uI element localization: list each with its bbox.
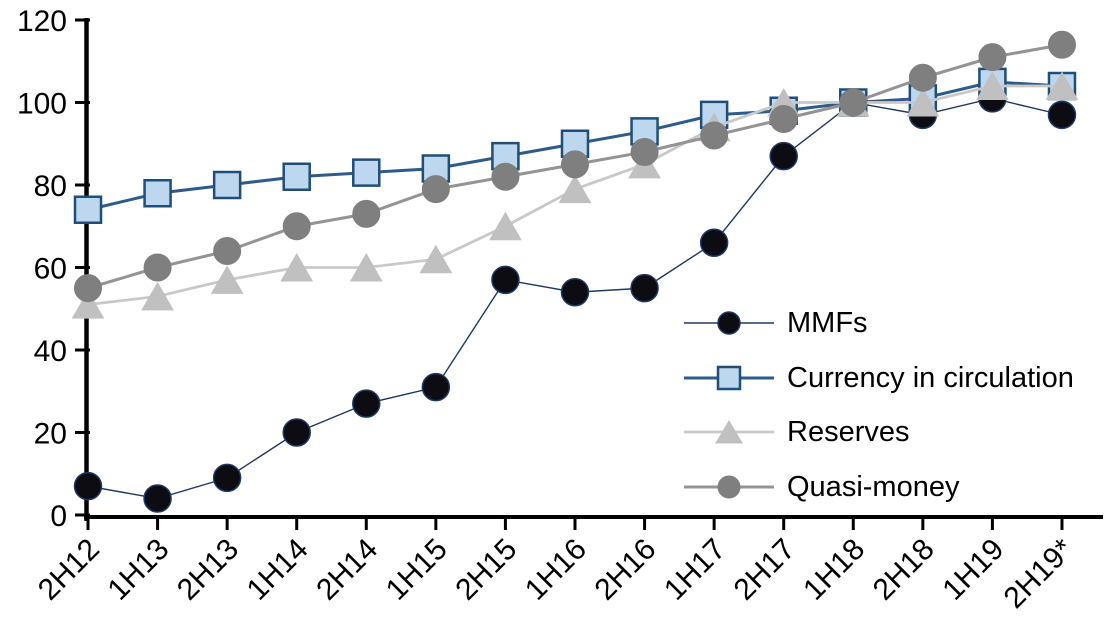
data-point: [1045, 71, 1079, 100]
data-point: [280, 252, 314, 282]
y-axis-tick-label: 40: [34, 335, 67, 368]
data-point: [700, 121, 729, 150]
data-point: [421, 372, 451, 402]
data-point: [1047, 100, 1077, 130]
data-point: [717, 475, 741, 499]
legend-item-currency-in-circulation: Currency in circulation: [683, 363, 1074, 393]
legend-marker-quasi-money-icon: [684, 475, 774, 499]
x-axis-tick-label: 1H18: [797, 533, 871, 607]
data-point: [491, 162, 520, 191]
data-point: [491, 265, 520, 295]
legend-label-reserves: Reserves: [787, 416, 910, 449]
data-point: [419, 244, 453, 274]
x-axis-tick-label: 1H14: [241, 533, 315, 607]
data-point: [282, 162, 311, 191]
data-point: [839, 88, 868, 117]
data-point: [489, 211, 522, 241]
y-axis-tick-label: 120: [17, 5, 67, 38]
x-axis-tick-label: 1H15: [380, 533, 454, 607]
data-point: [213, 237, 242, 265]
legend-marker-mmfs-icon: [684, 311, 774, 335]
data-point: [421, 175, 450, 204]
data-point: [560, 150, 589, 179]
legend-label-mmfs: MMFs: [787, 307, 868, 339]
data-point: [769, 105, 798, 133]
x-axis-tick-label: 2H16: [588, 533, 662, 607]
data-point: [71, 290, 105, 319]
data-point: [352, 199, 381, 228]
legend-item-reserves: Reserves: [683, 417, 1074, 447]
x-axis-tick-label: 1H17: [658, 533, 732, 607]
x-axis-tick-label: 2H12: [32, 533, 106, 607]
y-axis-tick-label: 0: [50, 500, 67, 533]
data-point: [352, 389, 381, 418]
data-point: [349, 252, 383, 282]
chart-legend: MMFs Currency in circulation Reserves Qu…: [683, 308, 1074, 502]
x-axis-tick-label: 2H17: [728, 533, 802, 607]
data-point: [630, 138, 659, 166]
y-axis-tick-label: 80: [34, 170, 67, 203]
data-point: [74, 274, 102, 303]
data-point: [73, 195, 103, 224]
x-axis-tick-label: 1H19: [936, 533, 1010, 607]
legend-label-currency-in-circulation: Currency in circulation: [787, 361, 1074, 394]
legend-label-quasi-money: Quasi-money: [787, 470, 960, 503]
x-axis-tick-label: 1H16: [519, 533, 593, 607]
data-point: [212, 170, 242, 200]
x-axis-tick-label: 2H13: [171, 533, 245, 607]
data-point: [908, 63, 937, 92]
data-point: [716, 365, 742, 390]
data-point: [73, 471, 103, 501]
data-point: [210, 265, 244, 294]
x-axis-tick-label: 2H18: [867, 533, 941, 607]
y-axis-tick-label: 20: [34, 418, 67, 451]
x-axis-tick-label: 2H19*: [998, 532, 1081, 615]
data-point: [212, 463, 242, 493]
data-point: [717, 311, 741, 335]
data-point: [769, 141, 798, 171]
legend-item-mmfs: MMFs: [683, 308, 1074, 338]
data-point: [282, 418, 311, 447]
data-point: [976, 71, 1009, 100]
data-point: [352, 158, 381, 187]
data-point: [141, 281, 174, 311]
legend-marker-currency-icon: [684, 365, 774, 390]
data-point: [143, 179, 172, 208]
data-point: [906, 87, 940, 117]
data-point: [558, 174, 592, 204]
legend-item-quasi-money: Quasi-money: [683, 472, 1074, 502]
data-point: [560, 278, 590, 307]
data-point: [1047, 30, 1076, 59]
legend-marker-reserves-icon: [684, 420, 774, 444]
x-axis-tick-label: 2H14: [310, 533, 384, 607]
data-point: [143, 253, 172, 282]
series-quasi-money: [74, 30, 1076, 303]
data-point: [143, 484, 172, 513]
data-point: [630, 273, 659, 303]
data-point: [491, 141, 520, 171]
y-axis-tick-label: 60: [34, 253, 67, 286]
y-axis-tick-label: 100: [17, 88, 67, 121]
x-axis-tick-label: 1H13: [101, 533, 175, 607]
data-point: [282, 212, 311, 241]
x-axis-tick-label: 2H15: [449, 533, 523, 607]
data-point: [699, 228, 729, 257]
data-point: [978, 43, 1007, 72]
data-point: [715, 420, 743, 444]
